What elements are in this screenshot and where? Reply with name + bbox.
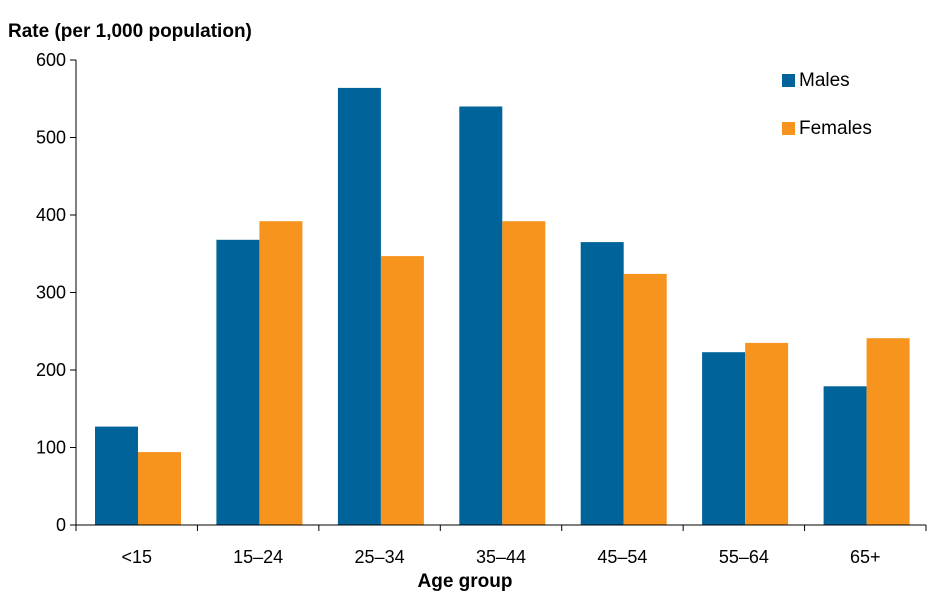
bar-females-0 xyxy=(138,452,181,525)
x-tick-label: 65+ xyxy=(850,547,881,567)
bar-females-6 xyxy=(866,338,910,525)
bar-males-1 xyxy=(216,239,260,526)
legend-swatch-females xyxy=(782,122,795,135)
legend-swatch-males xyxy=(782,74,795,87)
y-tick-label: 600 xyxy=(36,50,66,70)
bar-females-4 xyxy=(623,273,667,525)
y-tick-label: 200 xyxy=(36,360,66,380)
bar-males-6 xyxy=(823,386,867,525)
legend-label-females: Females xyxy=(799,118,872,139)
x-tick-label: 45–54 xyxy=(597,547,647,567)
x-tick-label: 15–24 xyxy=(233,547,283,567)
bar-females-1 xyxy=(259,221,303,525)
legend-label-males: Males xyxy=(799,70,850,91)
bars xyxy=(95,87,910,526)
bar-males-0 xyxy=(95,426,138,525)
y-axis-ticks: 0 100 200 300 400 500 600 xyxy=(36,50,76,535)
bar-males-3 xyxy=(459,106,503,525)
x-axis-label: Age group xyxy=(418,571,513,592)
y-tick-label: 400 xyxy=(36,205,66,225)
x-tick-label: <15 xyxy=(121,547,152,567)
y-tick-label: 500 xyxy=(36,128,66,148)
axes xyxy=(75,60,926,526)
x-axis-ticks: <15 15–24 25–34 35–44 45–54 55–64 65+ xyxy=(75,525,927,567)
x-tick-label: 55–64 xyxy=(719,547,769,567)
bar-females-5 xyxy=(745,342,789,525)
y-axis-label: Rate (per 1,000 population) xyxy=(8,21,252,42)
x-tick-label: 25–34 xyxy=(355,547,405,567)
bar-males-5 xyxy=(702,352,746,525)
x-tick-label: 35–44 xyxy=(476,547,526,567)
y-tick-label: 100 xyxy=(36,438,66,458)
y-tick-label: 0 xyxy=(56,515,66,535)
bar-females-2 xyxy=(380,256,424,525)
legend: Males Females xyxy=(782,70,872,139)
bar-males-2 xyxy=(337,87,381,526)
y-tick-label: 300 xyxy=(36,283,66,303)
bar-males-4 xyxy=(580,242,624,525)
bar-females-3 xyxy=(502,221,546,525)
